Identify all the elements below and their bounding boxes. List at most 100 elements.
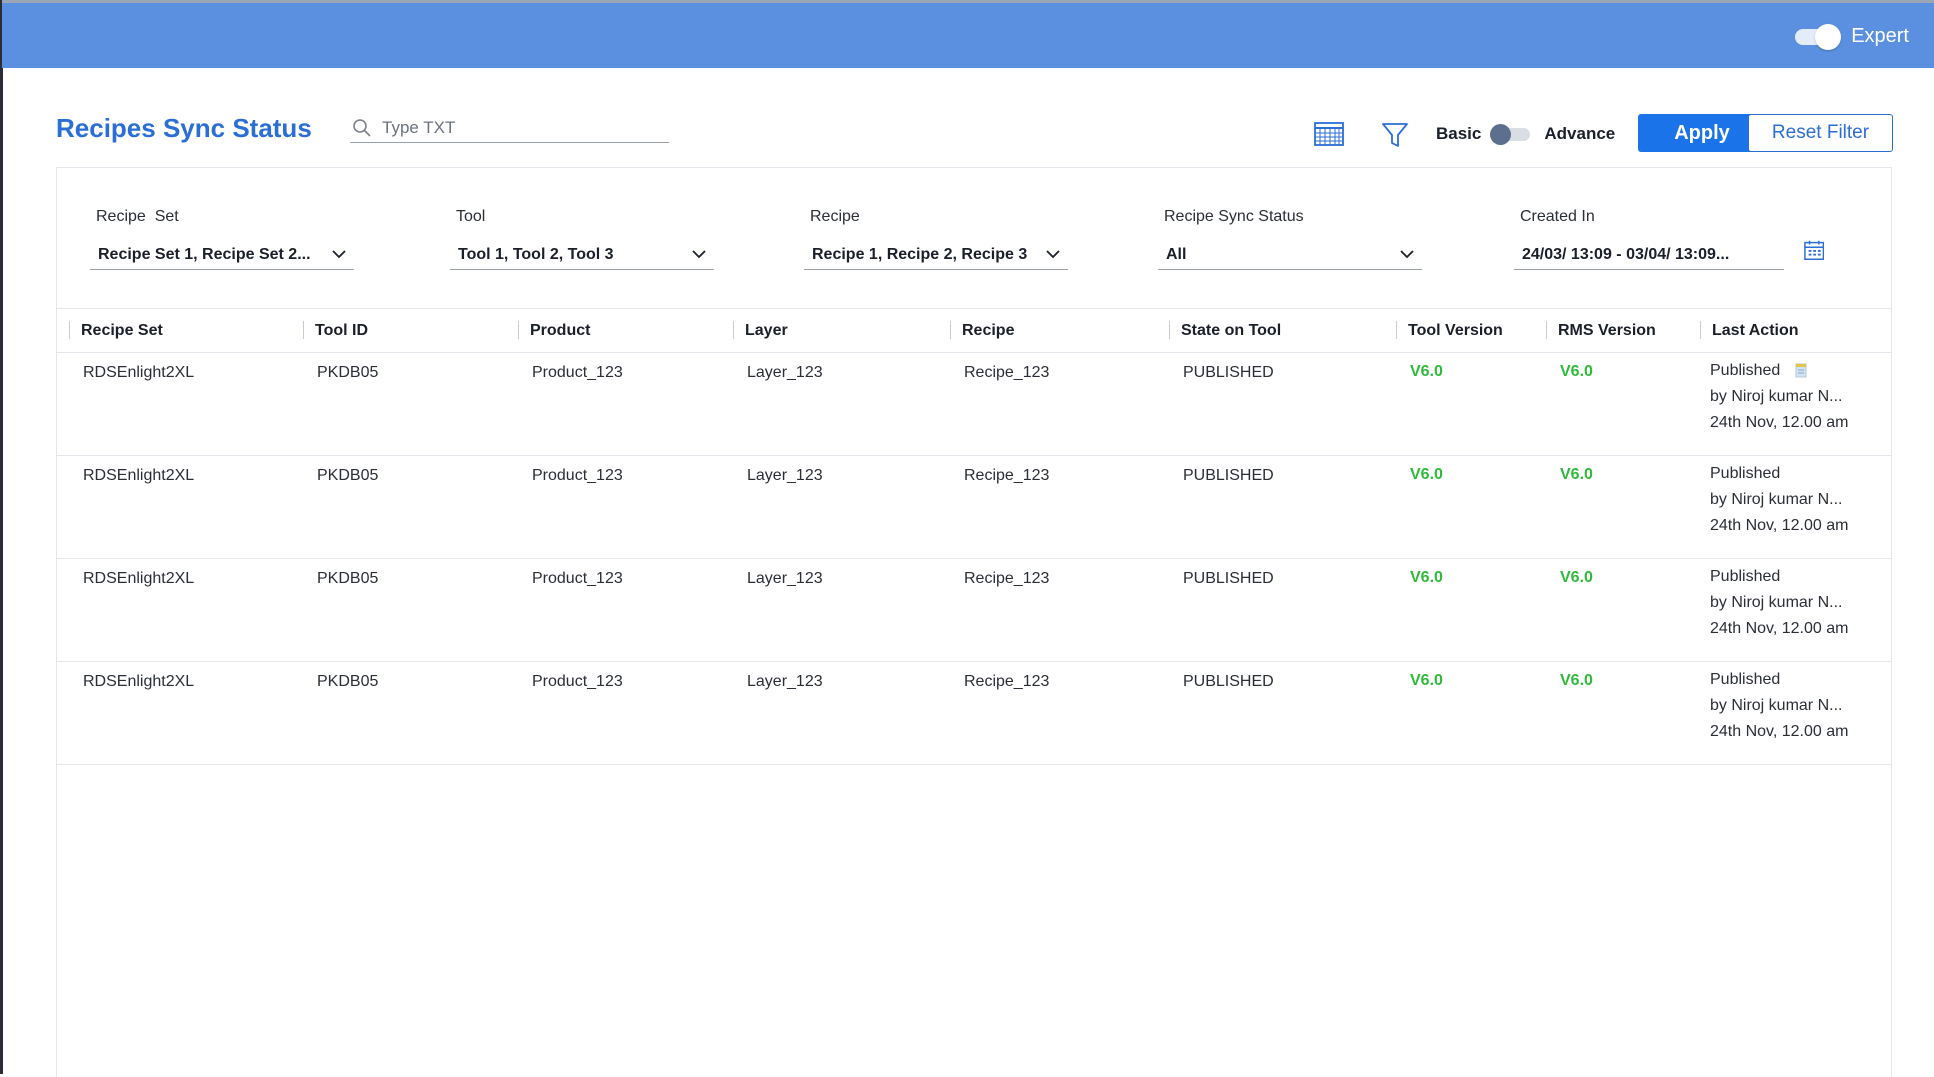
cell-tool-version: V6.0 [1410, 672, 1443, 689]
selected-value: All [1166, 245, 1187, 263]
cell-recipe: Recipe_123 [964, 467, 1050, 484]
last-action-status: Published [1710, 671, 1781, 688]
filter-icon[interactable] [1381, 121, 1409, 149]
column-header-rms-version[interactable]: RMS Version [1546, 321, 1656, 340]
results-panel: Recipe Set Recipe Set 1, Recipe Set 2...… [56, 167, 1892, 1077]
cell-product: Product_123 [532, 570, 623, 587]
last-action-by: by Niroj kumar N... [1710, 388, 1843, 405]
cell-tool-version: V6.0 [1410, 466, 1443, 483]
page-title: Recipes Sync Status [56, 113, 312, 143]
calendar-icon[interactable] [1803, 239, 1824, 261]
mode-toggle-track[interactable] [1490, 123, 1531, 145]
cell-rms-version: V6.0 [1560, 672, 1593, 689]
cell-rms-version: V6.0 [1560, 569, 1593, 586]
cell-tool-id: PKDB05 [317, 467, 379, 484]
selected-value: 24/03/ 13:09 - 03/04/ 13:09... [1522, 245, 1730, 263]
table-row[interactable]: RDSEnlight2XL PKDB05 Product_123 Layer_1… [57, 456, 1891, 559]
cell-layer: Layer_123 [747, 364, 823, 381]
column-header-recipe-set[interactable]: Recipe Set [69, 321, 163, 340]
expert-toggle-knob[interactable] [1815, 23, 1842, 50]
cell-product: Product_123 [532, 467, 623, 484]
cell-layer: Layer_123 [747, 467, 823, 484]
cell-last-action: Published by Niroj kumar N... 24th Nov, … [1710, 358, 1848, 436]
cell-last-action: Published by Niroj kumar N... 24th Nov, … [1710, 667, 1848, 745]
date-range-input[interactable]: 24/03/ 13:09 - 03/04/ 13:09... [1514, 240, 1784, 270]
last-action-by: by Niroj kumar N... [1710, 697, 1843, 714]
cell-tool-id: PKDB05 [317, 673, 379, 690]
filter-recipe-set: Recipe Set Recipe Set 1, Recipe Set 2... [90, 208, 354, 270]
chevron-down-icon[interactable] [332, 250, 346, 259]
selected-value: Recipe 1, Recipe 2, Recipe 3 [812, 245, 1028, 263]
table-row[interactable]: RDSEnlight2XL PKDB05 Product_123 Layer_1… [57, 662, 1891, 765]
cell-tool-version: V6.0 [1410, 569, 1443, 586]
grid-view-icon[interactable] [1314, 122, 1344, 146]
last-action-status: Published [1710, 362, 1781, 379]
chevron-down-icon[interactable] [692, 250, 706, 259]
table-row[interactable]: RDSEnlight2XL PKDB05 Product_123 Layer_1… [57, 353, 1891, 456]
chevron-down-icon[interactable] [1046, 250, 1060, 259]
search-icon [353, 119, 371, 137]
cell-recipe-set: RDSEnlight2XL [83, 570, 195, 587]
cell-product: Product_123 [532, 364, 623, 381]
last-action-time: 24th Nov, 12.00 am [1710, 620, 1849, 637]
filter-created-in: Created In 24/03/ 13:09 - 03/04/ 13:09..… [1514, 208, 1824, 270]
chevron-down-icon[interactable] [1400, 250, 1414, 259]
table-row[interactable]: RDSEnlight2XL PKDB05 Product_123 Layer_1… [57, 559, 1891, 662]
reset-filter-button[interactable]: Reset Filter [1748, 114, 1893, 152]
last-action-time: 24th Nov, 12.00 am [1710, 723, 1849, 740]
column-header-last-action[interactable]: Last Action [1700, 321, 1799, 340]
cell-state: PUBLISHED [1183, 570, 1274, 587]
advance-label: Advance [1544, 124, 1616, 143]
cell-last-action: Published by Niroj kumar N... 24th Nov, … [1710, 564, 1848, 642]
selected-value: Tool 1, Tool 2, Tool 3 [458, 245, 614, 263]
cell-state: PUBLISHED [1183, 364, 1274, 381]
recipe-set-select[interactable]: Recipe Set 1, Recipe Set 2... [90, 240, 354, 270]
cell-last-action: Published by Niroj kumar N... 24th Nov, … [1710, 461, 1848, 539]
filter-label: Tool [456, 208, 486, 225]
cell-recipe-set: RDSEnlight2XL [83, 467, 195, 484]
column-header-tool-version[interactable]: Tool Version [1396, 321, 1503, 340]
last-action-status: Published [1710, 465, 1781, 482]
expert-toggle[interactable]: Expert [1795, 23, 1909, 50]
expert-label: Expert [1851, 25, 1909, 47]
recipe-select[interactable]: Recipe 1, Recipe 2, Recipe 3 [804, 240, 1068, 270]
cell-state: PUBLISHED [1183, 467, 1274, 484]
sync-status-select[interactable]: All [1158, 240, 1422, 270]
filter-tool: Tool Tool 1, Tool 2, Tool 3 [450, 208, 714, 270]
last-action-status: Published [1710, 568, 1781, 585]
note-icon[interactable] [1795, 363, 1807, 378]
selected-value: Recipe Set 1, Recipe Set 2... [98, 245, 311, 263]
basic-label: Basic [1436, 124, 1482, 143]
table-header: Recipe Set Tool ID Product Layer Recipe … [57, 310, 1891, 353]
last-action-time: 24th Nov, 12.00 am [1710, 517, 1849, 534]
apply-button[interactable]: Apply [1638, 114, 1766, 152]
cell-recipe: Recipe_123 [964, 570, 1050, 587]
column-header-recipe[interactable]: Recipe [950, 321, 1014, 340]
mode-toggle-knob[interactable] [1490, 123, 1512, 145]
cell-layer: Layer_123 [747, 673, 823, 690]
search-box[interactable] [350, 114, 669, 143]
cell-tool-id: PKDB05 [317, 364, 379, 381]
cell-recipe-set: RDSEnlight2XL [83, 673, 195, 690]
last-action-time: 24th Nov, 12.00 am [1710, 414, 1849, 431]
cell-rms-version: V6.0 [1560, 363, 1593, 380]
last-action-by: by Niroj kumar N... [1710, 594, 1843, 611]
filter-recipe: Recipe Recipe 1, Recipe 2, Recipe 3 [804, 208, 1068, 270]
column-header-product[interactable]: Product [518, 321, 590, 340]
top-bar: Expert [2, 0, 1934, 68]
last-action-by: by Niroj kumar N... [1710, 491, 1843, 508]
cell-state: PUBLISHED [1183, 673, 1274, 690]
expert-toggle-track[interactable] [1795, 23, 1842, 50]
column-header-layer[interactable]: Layer [733, 321, 788, 340]
window-edge [0, 0, 3, 1074]
filter-label: Recipe [810, 208, 860, 225]
filter-label: Recipe Set [96, 208, 179, 225]
search-input[interactable] [382, 118, 642, 138]
filter-label: Created In [1520, 208, 1595, 225]
tool-select[interactable]: Tool 1, Tool 2, Tool 3 [450, 240, 714, 270]
column-header-tool-id[interactable]: Tool ID [303, 321, 368, 340]
column-header-state-on-tool[interactable]: State on Tool [1169, 321, 1281, 340]
filter-label: Recipe Sync Status [1164, 208, 1304, 225]
basic-advance-toggle[interactable]: Basic Advance [1436, 123, 1616, 145]
cell-layer: Layer_123 [747, 570, 823, 587]
